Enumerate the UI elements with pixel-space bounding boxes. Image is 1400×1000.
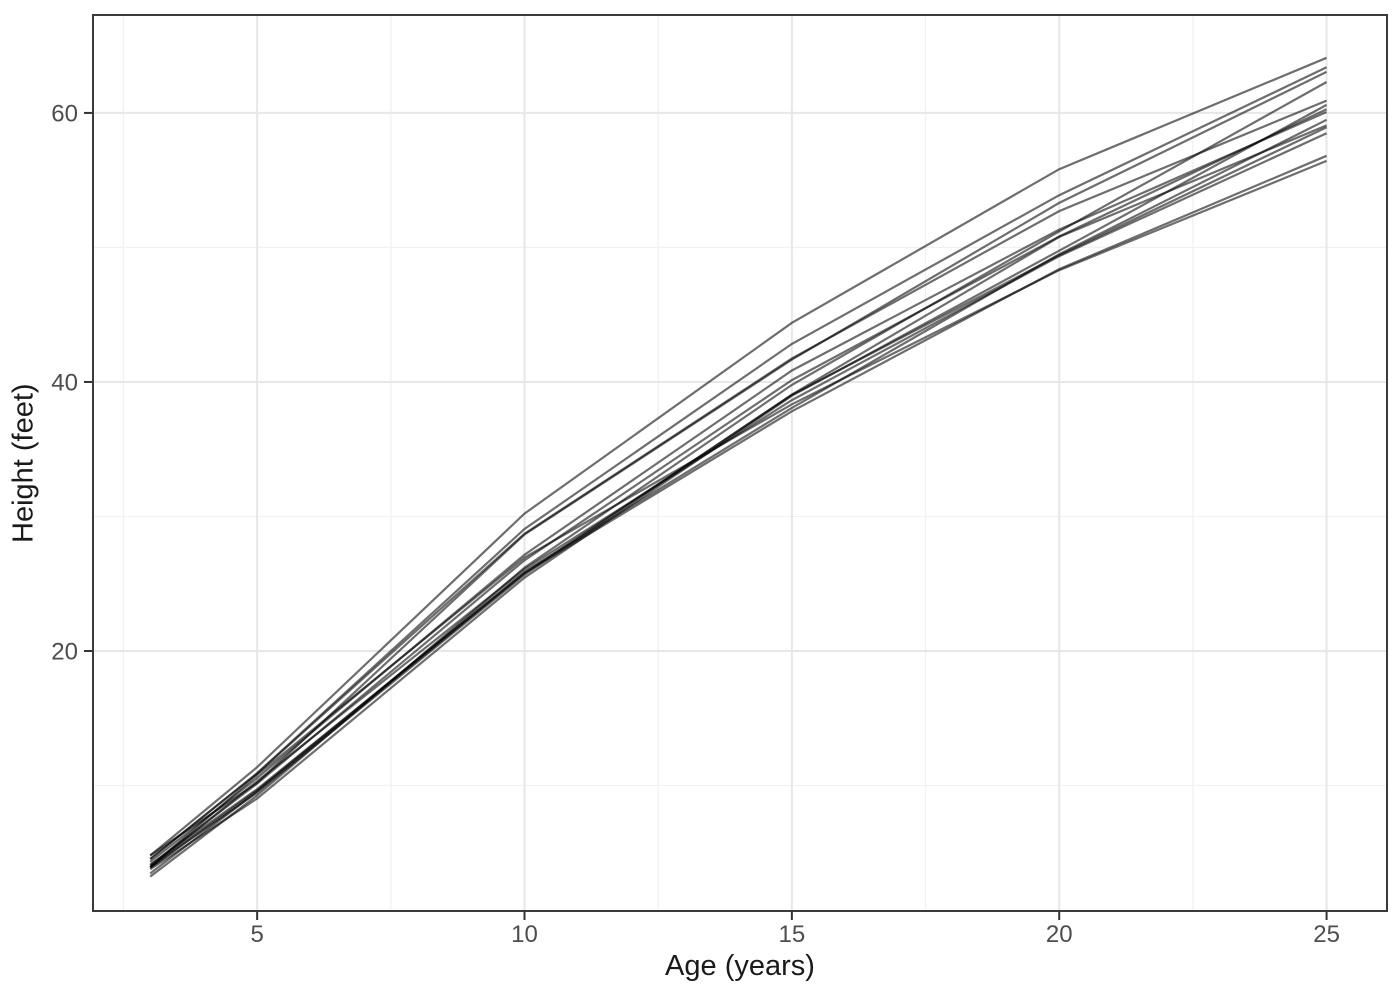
x-axis-title: Age (years) xyxy=(665,950,815,982)
x-tick-label: 25 xyxy=(1313,921,1340,948)
panel-border xyxy=(92,14,1388,912)
series-line-line-14 xyxy=(149,159,1328,868)
series-line-line-08 xyxy=(149,103,1328,871)
x-tick-label: 5 xyxy=(250,921,263,948)
x-tick-label: 15 xyxy=(779,921,806,948)
series-line-line-03 xyxy=(149,56,1328,857)
y-tick-label: 20 xyxy=(51,638,78,665)
y-tick-label: 60 xyxy=(51,100,78,127)
series-line-line-06 xyxy=(149,118,1328,869)
y-axis-title: Height (feet) xyxy=(7,383,40,543)
series-line-line-12 xyxy=(149,132,1328,868)
series-line-line-02 xyxy=(149,66,1328,860)
series-line-line-13 xyxy=(149,154,1328,875)
x-tick-label: 10 xyxy=(511,921,538,948)
series-line-line-10 xyxy=(149,81,1328,878)
y-tick-label: 40 xyxy=(51,369,78,396)
series-line-line-07 xyxy=(149,110,1328,863)
x-tick-label: 20 xyxy=(1046,921,1073,948)
series-line-line-11 xyxy=(149,108,1328,866)
